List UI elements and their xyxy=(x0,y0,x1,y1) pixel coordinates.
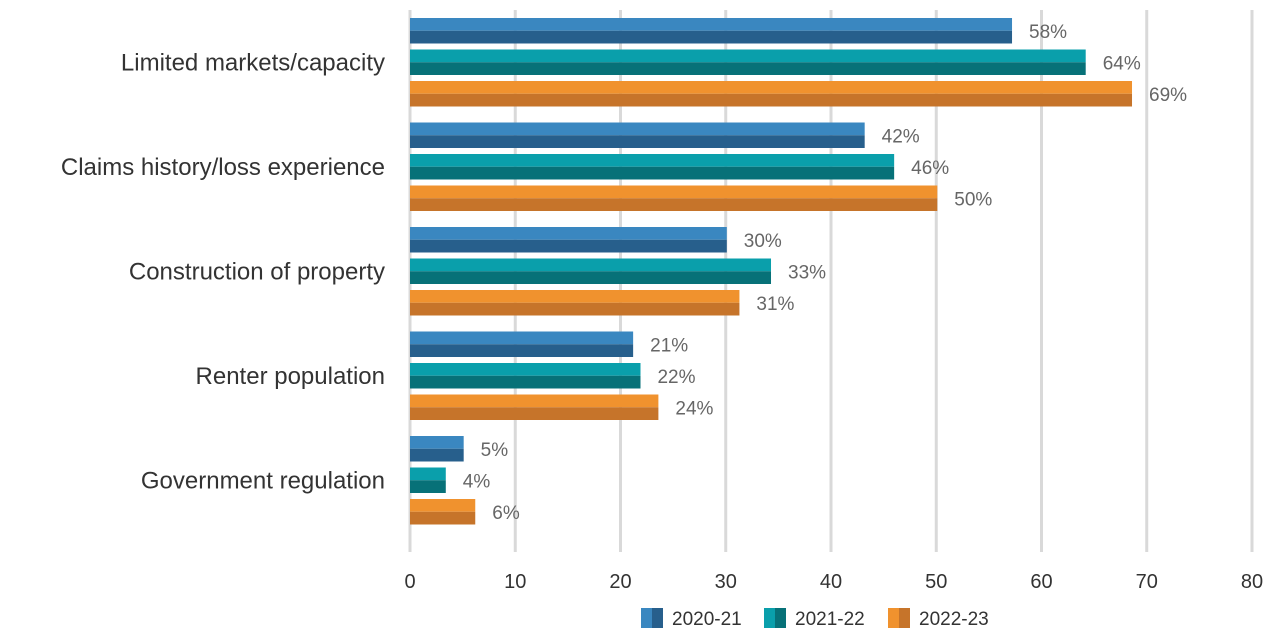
bar-top-shade xyxy=(410,18,1013,31)
bar-2022-23 xyxy=(410,499,476,525)
legend-swatch-light xyxy=(764,608,775,628)
legend-swatch-light xyxy=(641,608,652,628)
legend-swatch-dark xyxy=(899,608,910,628)
data-label: 33% xyxy=(788,262,826,283)
bar-2020-21 xyxy=(410,436,464,462)
bar-2022-23 xyxy=(410,394,659,420)
bar-bottom-shade xyxy=(410,30,1013,44)
category-label: Limited markets/capacity xyxy=(121,49,385,76)
bar-top-shade xyxy=(410,185,938,199)
bar-bottom-shade xyxy=(410,198,938,211)
x-tick-label: 0 xyxy=(404,571,415,593)
legend-item: 2020-21 xyxy=(641,608,742,628)
category-label: Renter population xyxy=(196,363,385,390)
data-label: 69% xyxy=(1149,85,1187,106)
bar-bottom-shade xyxy=(410,93,1133,107)
bar-bottom-shade xyxy=(410,344,634,357)
bar-top-shade xyxy=(410,331,634,345)
bar-top-shade xyxy=(410,363,641,376)
bar-bottom-shade xyxy=(410,135,865,148)
x-tick-label: 20 xyxy=(609,571,631,593)
data-label: 64% xyxy=(1103,53,1141,74)
bar-bottom-shade xyxy=(410,511,476,525)
x-tick-label: 30 xyxy=(715,571,737,593)
bar-2021-22 xyxy=(410,49,1086,75)
legend-label: 2022-23 xyxy=(919,609,989,628)
bar-2022-23 xyxy=(410,185,938,211)
legend-item: 2021-22 xyxy=(764,608,865,628)
bar-bottom-shade xyxy=(410,407,659,420)
bar-bottom-shade xyxy=(410,448,464,462)
category-label: Government regulation xyxy=(141,467,385,494)
x-tick-label: 80 xyxy=(1241,571,1263,593)
bar-top-shade xyxy=(410,49,1086,63)
data-label: 6% xyxy=(492,503,520,524)
data-label: 42% xyxy=(882,126,920,147)
bar-top-shade xyxy=(410,258,772,272)
bar-top-shade xyxy=(410,81,1133,94)
data-label: 30% xyxy=(744,231,782,252)
data-label: 4% xyxy=(463,471,491,492)
data-label: 58% xyxy=(1029,22,1067,43)
bar-bottom-shade xyxy=(410,271,772,284)
x-tick-label: 60 xyxy=(1030,571,1052,593)
bar-top-shade xyxy=(410,227,727,240)
bar-2020-21 xyxy=(410,122,865,148)
bar-2021-22 xyxy=(410,467,446,493)
bar-2020-21 xyxy=(410,227,727,253)
x-tick-labels: 0 10 20 30 40 50 60 70 80 xyxy=(404,571,1263,593)
bar-2020-21 xyxy=(410,331,634,357)
bar-bottom-shade xyxy=(410,62,1086,75)
category-label: Claims history/loss experience xyxy=(61,154,385,181)
x-tick-label: 40 xyxy=(820,571,842,593)
data-label: 46% xyxy=(911,158,949,179)
legend-swatch-dark xyxy=(652,608,663,628)
bars: 58% 42% 30% 21% 5% 64% 46% 33% 22% 4% 69% 50% 31% 24%… xyxy=(410,18,1187,525)
legend-swatch-dark xyxy=(775,608,786,628)
bar-2021-22 xyxy=(410,363,641,389)
bar-2022-23 xyxy=(410,290,740,316)
bar-bottom-shade xyxy=(410,166,895,180)
data-label: 5% xyxy=(481,440,509,461)
data-label: 31% xyxy=(756,294,794,315)
bar-top-shade xyxy=(410,290,740,303)
data-label: 21% xyxy=(650,335,688,356)
bar-top-shade xyxy=(410,436,464,449)
bar-bottom-shade xyxy=(410,375,641,389)
x-tick-label: 70 xyxy=(1136,571,1158,593)
data-label: 22% xyxy=(657,367,695,388)
bar-top-shade xyxy=(410,499,476,512)
x-tick-label: 50 xyxy=(925,571,947,593)
bar-bottom-shade xyxy=(410,302,740,316)
bar-top-shade xyxy=(410,122,865,136)
category-labels: Limited markets/capacity Claims history/l… xyxy=(61,49,385,494)
bar-top-shade xyxy=(410,154,895,167)
legend-item: 2022-23 xyxy=(888,608,989,628)
bar-bottom-shade xyxy=(410,480,446,493)
bar-2022-23 xyxy=(410,81,1133,107)
category-label: Construction of property xyxy=(129,258,385,285)
legend-swatch-light xyxy=(888,608,899,628)
data-label: 50% xyxy=(954,189,992,210)
data-label: 24% xyxy=(675,398,713,419)
legend: 2020-21 2021-22 2022-23 xyxy=(641,608,989,628)
bar-top-shade xyxy=(410,467,446,481)
bar-2020-21 xyxy=(410,18,1013,44)
legend-label: 2021-22 xyxy=(795,609,865,628)
legend-label: 2020-21 xyxy=(672,609,742,628)
bar-2021-22 xyxy=(410,258,772,284)
bar-bottom-shade xyxy=(410,239,727,253)
bar-top-shade xyxy=(410,394,659,408)
x-tick-label: 10 xyxy=(504,571,526,593)
bar-2021-22 xyxy=(410,154,895,180)
